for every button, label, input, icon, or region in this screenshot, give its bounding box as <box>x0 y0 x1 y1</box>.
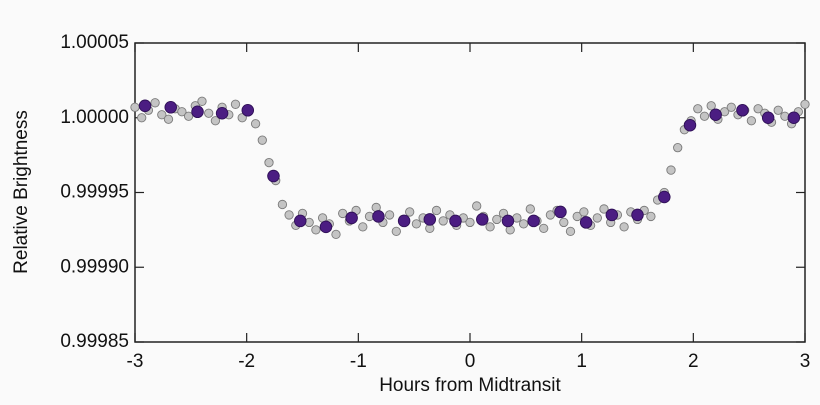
data-point <box>485 222 495 232</box>
data-point <box>465 217 475 228</box>
x-tick-label: -1 <box>350 351 367 372</box>
data-point <box>579 216 593 229</box>
data-point <box>164 101 177 114</box>
data-point <box>138 99 152 113</box>
data-point <box>787 111 801 124</box>
data-point <box>631 208 644 222</box>
data-point <box>746 116 757 126</box>
data-point <box>599 204 609 214</box>
data-point <box>706 101 716 111</box>
data-point <box>230 99 241 109</box>
data-point <box>709 108 722 122</box>
data-point <box>215 107 229 120</box>
data-point <box>761 111 775 124</box>
data-point <box>257 135 267 145</box>
data-point <box>476 213 489 226</box>
data-point <box>384 210 395 220</box>
data-point <box>241 104 255 117</box>
x-tick-label: 3 <box>800 351 811 372</box>
data-point <box>183 111 194 121</box>
data-point <box>405 207 415 217</box>
data-point <box>319 220 333 234</box>
data-point <box>800 99 810 109</box>
data-point <box>311 225 321 235</box>
data-point <box>177 107 187 117</box>
data-point <box>605 208 619 222</box>
data-point <box>492 214 502 225</box>
data-point <box>431 205 442 216</box>
data-point <box>423 213 437 226</box>
data-point <box>518 219 529 229</box>
data-point <box>372 210 385 223</box>
x-tick-label: -3 <box>127 351 144 372</box>
data-point <box>683 118 697 132</box>
data-point <box>539 223 549 234</box>
x-tick-label: 2 <box>688 351 699 372</box>
x-tick-label: -2 <box>238 351 255 372</box>
data-point <box>773 105 783 115</box>
data-point <box>331 229 341 240</box>
data-point <box>449 214 462 228</box>
data-point <box>438 216 448 226</box>
data-point <box>693 104 703 114</box>
data-point <box>565 226 576 237</box>
x-axis-label: Hours from Midtransit <box>379 375 561 396</box>
y-tick-label: 0.99995 <box>60 182 129 203</box>
data-point <box>559 217 569 228</box>
x-tick-label: 1 <box>576 351 587 372</box>
plot-frame <box>134 42 806 343</box>
data-point <box>525 204 535 214</box>
data-point <box>579 207 589 217</box>
data-point <box>391 226 401 237</box>
data-point <box>726 102 736 112</box>
data-point <box>267 169 280 183</box>
data-point <box>250 119 261 129</box>
data-point <box>191 105 204 119</box>
data-point <box>150 98 160 108</box>
data-point <box>137 113 147 123</box>
data-point <box>472 201 482 211</box>
data-point <box>163 114 174 124</box>
data-point <box>358 222 368 232</box>
data-point <box>130 102 140 112</box>
x-tick-label: 0 <box>465 351 476 372</box>
data-point <box>673 142 683 153</box>
data-point <box>157 110 167 120</box>
data-point <box>264 157 274 168</box>
data-point <box>545 210 556 220</box>
data-point <box>658 190 671 204</box>
data-point <box>666 165 676 175</box>
y-axis-label: Relative Brightness <box>11 110 32 274</box>
data-point <box>572 211 582 222</box>
data-point <box>210 116 221 126</box>
data-point <box>527 214 540 228</box>
data-point <box>277 199 288 210</box>
data-point <box>554 205 567 219</box>
data-point <box>294 214 307 228</box>
data-point <box>284 210 294 220</box>
data-point <box>204 108 214 118</box>
y-tick-label: 1.00000 <box>60 107 129 128</box>
data-point <box>736 104 749 117</box>
data-point <box>345 211 358 225</box>
data-point <box>619 222 629 232</box>
data-point <box>501 214 515 228</box>
data-point <box>646 211 656 222</box>
data-point <box>197 96 207 106</box>
y-tick-label: 1.00005 <box>60 32 129 53</box>
data-point <box>699 111 710 121</box>
data-point <box>338 208 348 219</box>
data-point <box>397 214 411 228</box>
data-point <box>411 219 422 229</box>
data-point <box>592 213 602 223</box>
data-point <box>753 104 763 114</box>
y-tick-label: 0.99990 <box>60 256 129 277</box>
y-tick-label: 0.99985 <box>60 331 129 352</box>
data-point <box>237 113 247 123</box>
